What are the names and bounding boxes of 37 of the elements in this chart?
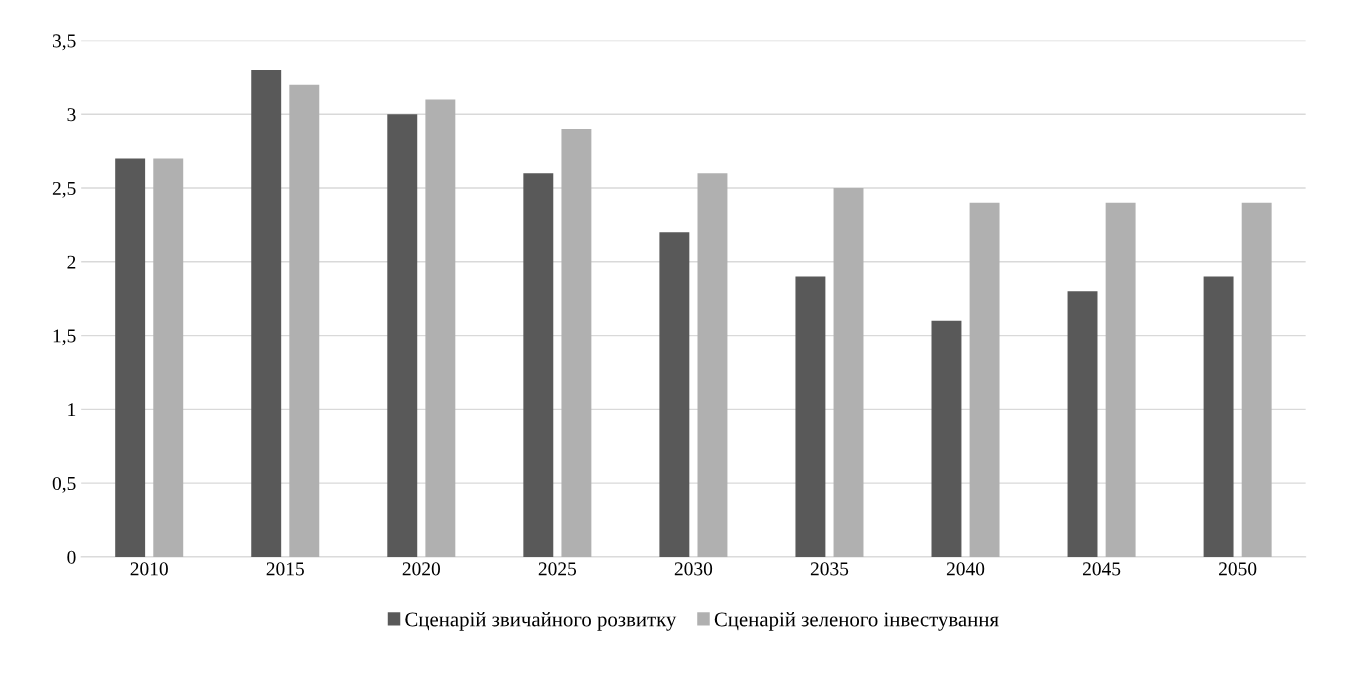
y-tick-label: 0 (67, 550, 76, 564)
bar (697, 173, 728, 557)
y-tick-label: 1 (68, 403, 76, 417)
x-tick-label: 2050 (1219, 562, 1257, 576)
bar (1203, 276, 1234, 557)
bar (153, 158, 184, 557)
y-tick-label: 2,5 (52, 181, 76, 198)
bar (659, 232, 690, 557)
bar (387, 114, 418, 557)
bar (1105, 202, 1136, 557)
bar (251, 70, 282, 557)
bar (1241, 202, 1272, 557)
y-tick-label: 3 (67, 108, 76, 122)
bar (833, 188, 864, 557)
y-tick-label: 3,5 (52, 34, 76, 51)
legend-label: Сценарій звичайного розвитку (405, 611, 677, 631)
bar (795, 276, 826, 557)
y-tick-label: 2 (67, 255, 76, 269)
bar (1067, 291, 1098, 557)
x-tick-label: 2030 (674, 562, 713, 576)
bar (425, 99, 456, 557)
bar (931, 320, 962, 557)
x-tick-label: 2035 (810, 562, 849, 576)
bar (115, 158, 146, 557)
x-tick-label: 2040 (946, 562, 985, 576)
y-tick-label: 0,5 (52, 476, 76, 493)
bar (969, 202, 1000, 557)
x-tick-label: 2025 (538, 562, 577, 576)
bar (289, 84, 320, 557)
x-tick-label: 2020 (402, 562, 441, 576)
x-tick-label: 2045 (1082, 562, 1121, 576)
x-tick-label: 2010 (130, 562, 168, 576)
bar (523, 173, 554, 557)
x-tick-label: 2015 (266, 562, 304, 576)
legend-label: Сценарій зеленого інвестування (714, 611, 999, 631)
bar (561, 129, 592, 557)
y-tick-label: 1,5 (53, 329, 76, 346)
